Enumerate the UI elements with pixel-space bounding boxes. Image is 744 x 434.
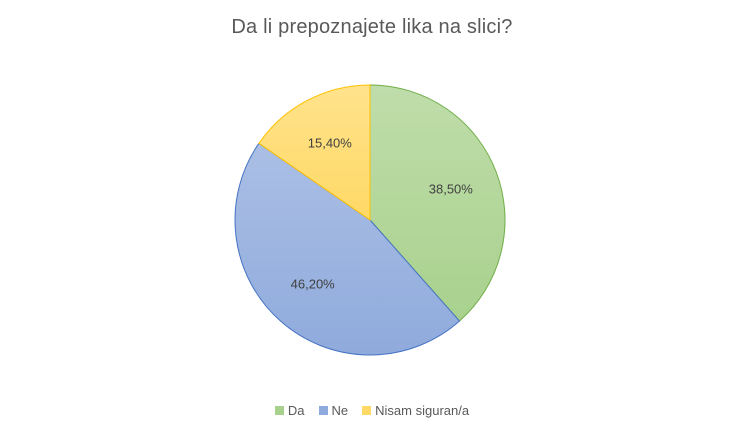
pie-slice-da[interactable] bbox=[369, 84, 506, 322]
pie-slice-ne[interactable] bbox=[234, 142, 461, 356]
legend-item-ne[interactable]: Ne bbox=[318, 403, 349, 418]
pie-slice-nisam-siguran[interactable] bbox=[258, 84, 371, 221]
data-label-ne: 46,20% bbox=[291, 277, 336, 292]
chart-title: Da li prepoznajete lika na slici? bbox=[231, 16, 513, 38]
legend-item-nisam-siguran[interactable]: Nisam siguran/a bbox=[362, 403, 469, 418]
legend-swatch-nisam-siguran bbox=[362, 406, 372, 415]
legend-swatch-ne bbox=[318, 406, 328, 415]
data-label-nisam-siguran: 15,40% bbox=[308, 136, 353, 151]
legend-label-ne: Ne bbox=[331, 403, 349, 418]
legend-swatch-da bbox=[274, 406, 284, 415]
legend-item-da[interactable]: Da bbox=[274, 403, 305, 418]
legend: Da Ne Nisam siguran/a bbox=[0, 403, 744, 418]
legend-label-nisam-siguran: Nisam siguran/a bbox=[375, 403, 470, 418]
legend-label-da: Da bbox=[287, 403, 305, 418]
data-label-da: 38,50% bbox=[429, 181, 474, 196]
